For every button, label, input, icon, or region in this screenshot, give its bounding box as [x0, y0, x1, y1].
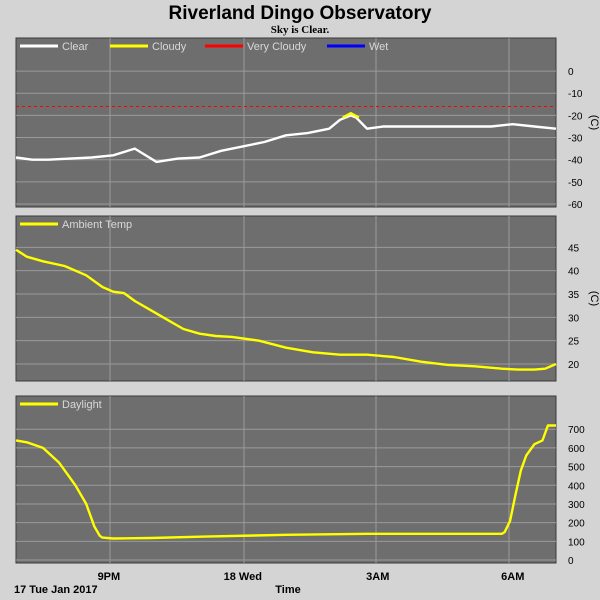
series-line-ambient-temp [15, 248, 557, 371]
y-tick-label: 0 [568, 67, 574, 78]
y-tick-label: -20 [568, 111, 583, 122]
y-tick-label: -30 [568, 134, 583, 145]
y-tick-label: 0 [568, 556, 574, 567]
y-tick-label: 45 [568, 243, 580, 254]
panel-background [15, 37, 557, 208]
legend-label: Wet [369, 41, 388, 53]
y-axis-unit: (C) [588, 291, 600, 306]
legend-label: Ambient Temp [62, 219, 132, 231]
y-tick-label: -40 [568, 156, 583, 167]
panel-background [15, 395, 557, 564]
y-tick-label: 20 [568, 360, 580, 371]
footer-time-label: Time [275, 584, 300, 596]
y-tick-label: 700 [568, 425, 585, 436]
y-tick-label: 100 [568, 537, 585, 548]
panel-daylight: 700 600 500 400 300 200 100 0 Daylight 9PM 18 Wed 3… [15, 395, 585, 583]
footer-date: 17 Tue Jan 2017 [14, 584, 98, 596]
y-tick-label: -10 [568, 89, 583, 100]
x-tick-label: 18 Wed [224, 571, 262, 583]
x-tick-label: 6AM [501, 571, 524, 583]
y-tick-label: 600 [568, 444, 585, 455]
y-tick-label: 40 [568, 267, 580, 278]
legend-label: Very Cloudy [247, 41, 307, 53]
legend-label: Cloudy [152, 41, 187, 53]
y-tick-label: 200 [568, 519, 585, 530]
y-tick-label: 300 [568, 500, 585, 511]
x-tick-label: 9PM [98, 571, 121, 583]
chart-subtitle: Sky is Clear. [271, 24, 330, 36]
y-tick-label: 400 [568, 481, 585, 492]
panel-ambient: 45 40 35 30 25 20 Ambient Temp (C) [15, 215, 600, 382]
chart-title: Riverland Dingo Observatory [169, 3, 432, 24]
y-tick-label: 500 [568, 463, 585, 474]
y-tick-label: 30 [568, 313, 580, 324]
legend-label: Daylight [62, 399, 102, 411]
x-tick-label: 3AM [366, 571, 389, 583]
y-axis-unit: (C) [588, 115, 600, 130]
panel-background [15, 215, 557, 382]
y-tick-label: -60 [568, 200, 583, 211]
panel-sky: 0 -10 -20 -30 -40 -50 -60 Clear Cloudy Very Cloud… [15, 37, 600, 211]
series-line-cloudy [342, 111, 360, 119]
y-tick-label: 35 [568, 290, 580, 301]
legend-label: Clear [62, 41, 89, 53]
series-line-clear [15, 114, 557, 164]
y-tick-label: -50 [568, 178, 583, 189]
y-tick-label: 25 [568, 337, 580, 348]
series-line-daylight [15, 424, 556, 540]
